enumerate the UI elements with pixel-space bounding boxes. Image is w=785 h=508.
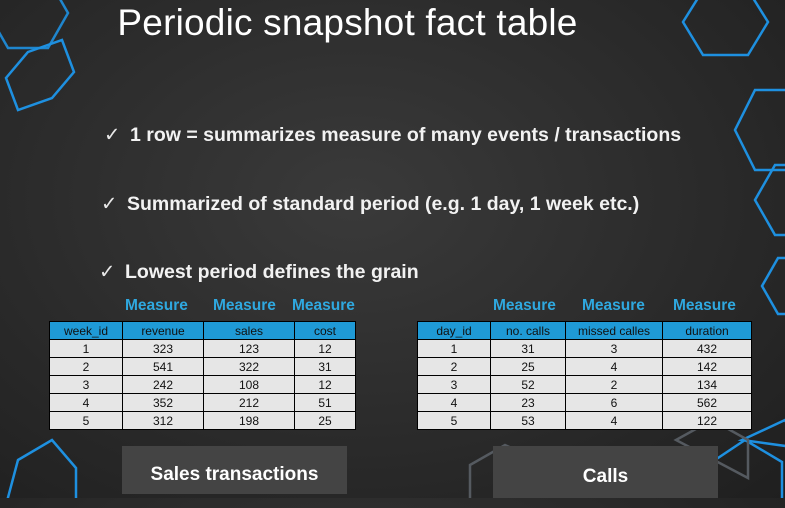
column-header-missed-calls: missed calles <box>565 321 663 340</box>
table-cell: 312 <box>122 411 204 430</box>
table-row: 2 541 322 31 <box>49 357 356 376</box>
bullet-row-summary: ✓ 1 row = summarizes measure of many even… <box>104 123 681 147</box>
table-cell: 142 <box>662 357 752 376</box>
table-cell: 198 <box>203 411 295 430</box>
calls-table: day_id no. calls missed calles duration … <box>417 321 752 430</box>
table-cell: 352 <box>122 393 204 412</box>
table-row: 1 323 123 12 <box>49 339 356 358</box>
column-header-day-id: day_id <box>417 321 491 340</box>
table-cell: 25 <box>490 357 566 376</box>
table-row: 5 312 198 25 <box>49 411 356 430</box>
table-cell: 322 <box>203 357 295 376</box>
table-cell: 31 <box>490 339 566 358</box>
hexagon-icon <box>4 38 76 112</box>
table-row: 4 352 212 51 <box>49 393 356 412</box>
bullet-text: Lowest period defines the grain <box>125 261 419 283</box>
table-cell: 51 <box>294 393 356 412</box>
hexagon-icon <box>0 0 70 50</box>
table-cell: 3 <box>49 375 123 394</box>
table-row: 5 53 4 122 <box>417 411 752 430</box>
table-cell: 4 <box>565 411 663 430</box>
table-cell: 212 <box>203 393 295 412</box>
bullet-text: Summarized of standard period (e.g. 1 da… <box>127 193 640 215</box>
measure-label-revenue: Measure <box>125 297 188 314</box>
measure-label-no-calls: Measure <box>493 297 556 314</box>
column-header-revenue: revenue <box>122 321 204 340</box>
table-cell: 12 <box>294 339 356 358</box>
measure-label-missed-calls: Measure <box>582 297 645 314</box>
sales-transactions-caption: Sales transactions <box>122 446 347 494</box>
table-cell: 123 <box>203 339 295 358</box>
check-icon: ✓ <box>101 193 118 215</box>
table-cell: 323 <box>122 339 204 358</box>
table-row: 3 52 2 134 <box>417 375 752 394</box>
column-header-duration: duration <box>662 321 752 340</box>
table-cell: 5 <box>49 411 123 430</box>
table-cell: 108 <box>203 375 295 394</box>
table-cell: 6 <box>565 393 663 412</box>
check-icon: ✓ <box>104 124 121 146</box>
column-header-cost: cost <box>294 321 356 340</box>
table-row: 4 23 6 562 <box>417 393 752 412</box>
table-cell: 4 <box>565 357 663 376</box>
column-header-no-calls: no. calls <box>490 321 566 340</box>
table-cell: 242 <box>122 375 204 394</box>
table-cell: 562 <box>662 393 752 412</box>
table-row: 3 242 108 12 <box>49 375 356 394</box>
table-cell: 122 <box>662 411 752 430</box>
table-cell: 134 <box>662 375 752 394</box>
measure-label-duration: Measure <box>673 297 736 314</box>
table-cell: 12 <box>294 375 356 394</box>
table-cell: 23 <box>490 393 566 412</box>
hexagon-icon <box>737 418 785 448</box>
table-cell: 4 <box>49 393 123 412</box>
table-cell: 2 <box>565 375 663 394</box>
table-cell: 52 <box>490 375 566 394</box>
column-header-week-id: week_id <box>49 321 123 340</box>
table-cell: 53 <box>490 411 566 430</box>
measure-label-sales: Measure <box>213 297 276 314</box>
table-header-row: day_id no. calls missed calles duration <box>417 321 752 340</box>
table-cell: 4 <box>417 393 491 412</box>
hexagon-icon <box>753 163 785 237</box>
slide-title: Periodic snapshot fact table <box>117 2 578 43</box>
table-cell: 5 <box>417 411 491 430</box>
measure-label-cost: Measure <box>292 297 355 314</box>
calls-caption: Calls <box>493 446 718 498</box>
table-cell: 3 <box>417 375 491 394</box>
bullet-lowest-period: ✓ Lowest period defines the grain <box>99 260 419 284</box>
check-icon: ✓ <box>99 261 116 283</box>
table-cell: 2 <box>49 357 123 376</box>
table-cell: 432 <box>662 339 752 358</box>
hexagon-icon <box>6 438 78 498</box>
table-cell: 25 <box>294 411 356 430</box>
bullet-summarized-period: ✓ Summarized of standard period (e.g. 1 d… <box>101 192 639 216</box>
hexagon-icon <box>733 88 785 172</box>
table-cell: 31 <box>294 357 356 376</box>
table-cell: 541 <box>122 357 204 376</box>
table-row: 2 25 4 142 <box>417 357 752 376</box>
hexagon-icon <box>468 443 550 498</box>
table-cell: 2 <box>417 357 491 376</box>
hexagon-icon <box>681 0 770 57</box>
table-row: 1 31 3 432 <box>417 339 752 358</box>
table-cell: 1 <box>417 339 491 358</box>
bullet-text: 1 row = summarizes measure of many event… <box>130 124 682 146</box>
column-header-sales: sales <box>203 321 295 340</box>
table-header-row: week_id revenue sales cost <box>49 321 356 340</box>
sales-table: week_id revenue sales cost 1 323 123 12 … <box>49 321 356 430</box>
hexagon-icon <box>760 256 785 316</box>
table-cell: 1 <box>49 339 123 358</box>
table-cell: 3 <box>565 339 663 358</box>
